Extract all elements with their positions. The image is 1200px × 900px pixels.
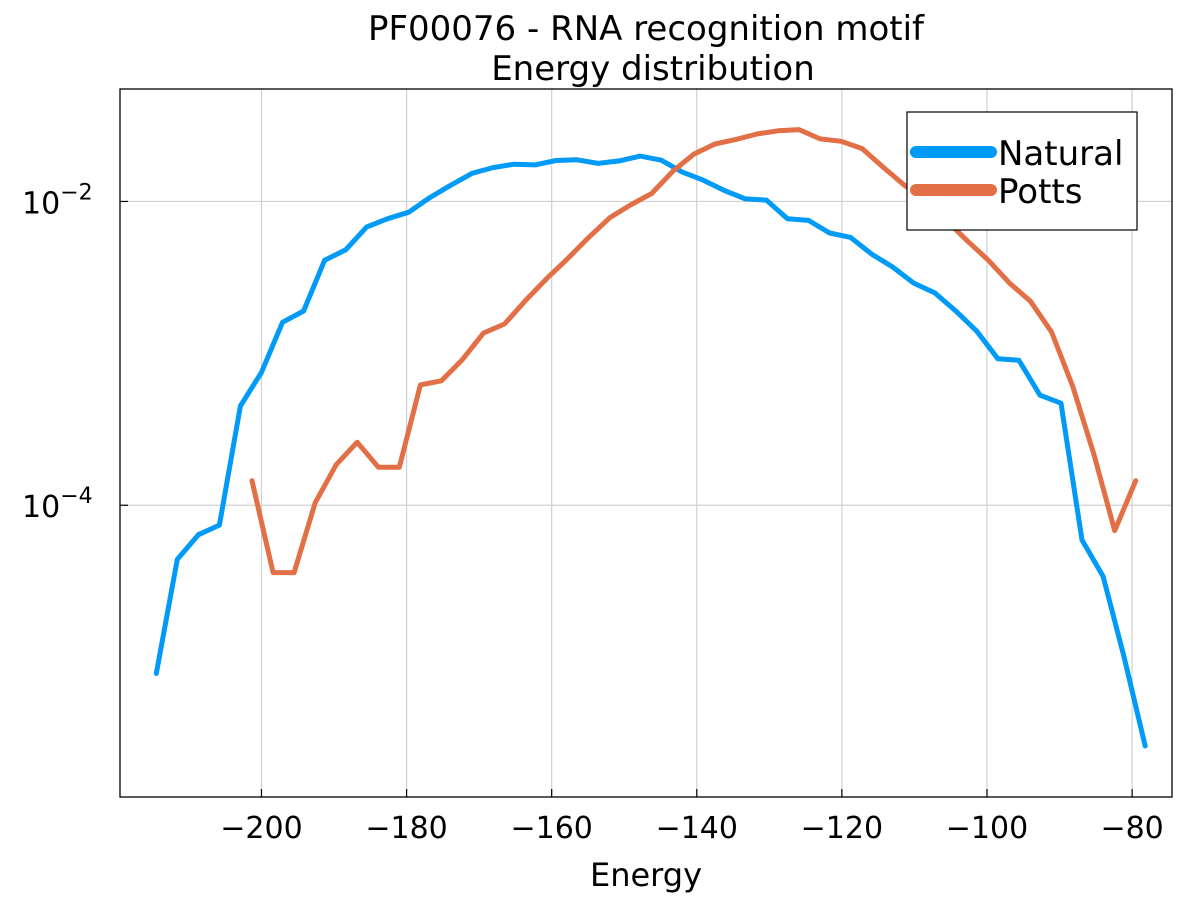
series-group: [153, 127, 1148, 749]
y-tick-label: 10−2: [22, 180, 93, 221]
x-tick-label: −160: [510, 811, 592, 846]
x-tick-label: −140: [656, 811, 738, 846]
chart-subtitle: Energy distribution: [491, 49, 815, 89]
x-tick-label: −200: [220, 811, 302, 846]
series-line-potts: [249, 127, 1139, 576]
legend-box: [906, 111, 1138, 231]
series-line-natural: [153, 153, 1148, 749]
x-tick-label: −180: [365, 811, 447, 846]
plot-frame: [119, 88, 1173, 798]
chart-title: PF00076 - RNA recognition motif: [368, 9, 925, 49]
legend-label-potts: Potts: [998, 172, 1082, 212]
x-tick-label: −120: [801, 811, 883, 846]
tick-labels: −200 −180 −160 −140 −120 −100 −80 10−4 10−2: [22, 180, 1164, 846]
x-tick-label: −100: [946, 811, 1028, 846]
y-tick-label: 10−4: [22, 484, 93, 525]
legend: Natural Potts: [906, 111, 1138, 231]
x-tick-label: −80: [1100, 811, 1163, 846]
x-axis-label: Energy: [590, 856, 702, 894]
legend-label-natural: Natural: [998, 134, 1123, 174]
